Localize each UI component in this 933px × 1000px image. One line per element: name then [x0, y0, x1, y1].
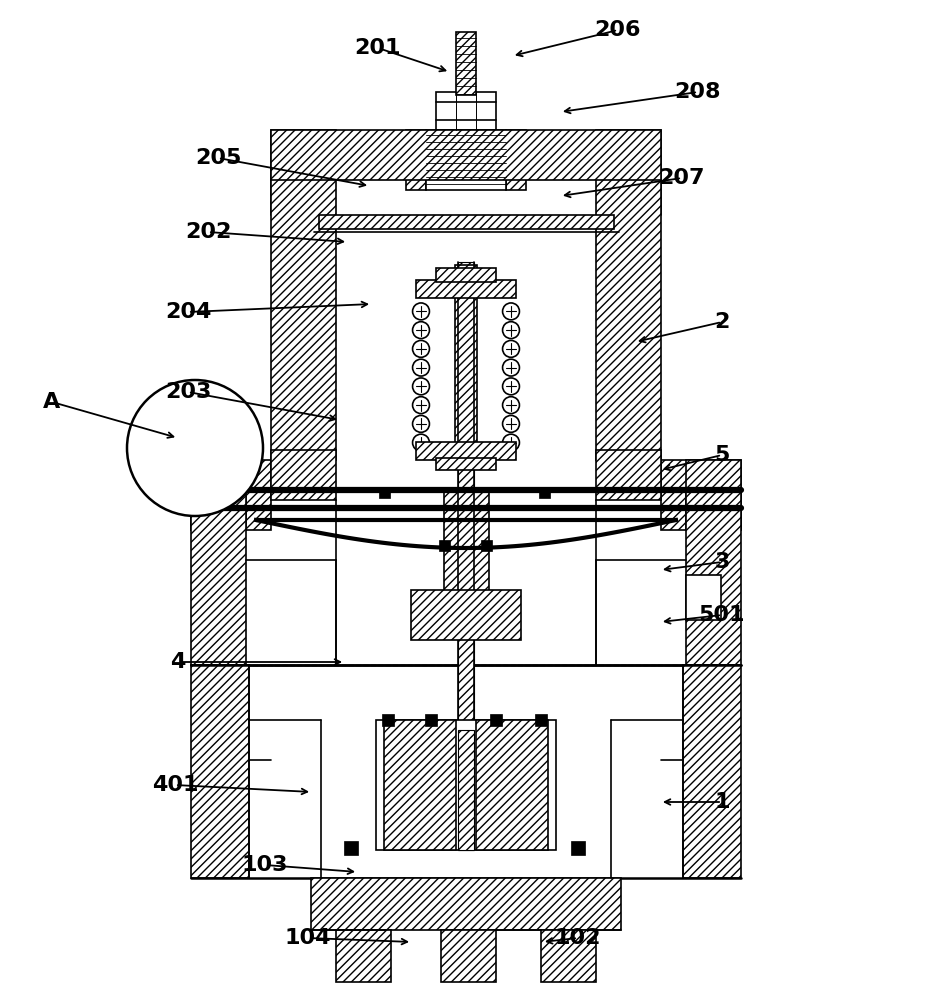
Bar: [456, 32, 476, 95]
Text: 104: 104: [285, 928, 331, 948]
Bar: [596, 130, 661, 460]
Bar: [596, 450, 661, 500]
Bar: [406, 130, 426, 190]
Circle shape: [503, 340, 520, 357]
Bar: [416, 280, 516, 298]
Bar: [686, 575, 721, 620]
Text: 1: 1: [715, 792, 730, 812]
Bar: [344, 841, 358, 855]
Bar: [686, 490, 741, 665]
Text: 103: 103: [242, 855, 288, 875]
Bar: [538, 487, 550, 497]
Bar: [455, 265, 477, 455]
Bar: [311, 878, 621, 930]
Bar: [506, 130, 526, 190]
Bar: [541, 930, 596, 982]
Circle shape: [412, 340, 429, 357]
Bar: [336, 930, 391, 982]
Bar: [441, 930, 496, 982]
Circle shape: [127, 380, 263, 516]
Bar: [318, 215, 614, 229]
Bar: [271, 130, 661, 180]
Bar: [480, 540, 492, 550]
Bar: [191, 490, 246, 665]
Text: 202: 202: [185, 222, 231, 242]
Bar: [458, 730, 474, 850]
Circle shape: [503, 322, 520, 339]
Circle shape: [412, 397, 429, 414]
Bar: [376, 720, 556, 850]
Bar: [426, 130, 506, 190]
Text: 4: 4: [171, 652, 186, 672]
Bar: [686, 460, 741, 530]
Bar: [683, 665, 741, 878]
Bar: [384, 720, 456, 850]
Bar: [661, 460, 741, 530]
Bar: [476, 720, 548, 850]
Circle shape: [412, 378, 429, 395]
Text: 2: 2: [715, 312, 730, 332]
Bar: [191, 460, 246, 530]
Bar: [490, 714, 502, 726]
Circle shape: [503, 397, 520, 414]
Text: 203: 203: [165, 382, 211, 402]
Bar: [191, 665, 249, 878]
Text: 208: 208: [675, 82, 721, 102]
Bar: [411, 590, 521, 640]
Text: 201: 201: [355, 38, 401, 58]
Text: 401: 401: [152, 775, 198, 795]
Text: 204: 204: [165, 302, 211, 322]
Bar: [439, 540, 450, 550]
Bar: [425, 714, 437, 726]
Bar: [379, 487, 389, 497]
Circle shape: [412, 434, 429, 451]
Circle shape: [412, 415, 429, 432]
Bar: [191, 460, 271, 530]
Circle shape: [412, 359, 429, 376]
Text: 206: 206: [594, 20, 641, 40]
Text: 3: 3: [715, 552, 730, 572]
Circle shape: [503, 434, 520, 451]
Text: 5: 5: [715, 445, 730, 465]
Circle shape: [503, 303, 520, 320]
Circle shape: [503, 415, 520, 432]
Text: 205: 205: [195, 148, 242, 168]
Text: 102: 102: [555, 928, 601, 948]
Bar: [271, 450, 336, 500]
Bar: [436, 92, 496, 130]
Circle shape: [503, 378, 520, 395]
Text: 501: 501: [699, 605, 745, 625]
Bar: [271, 130, 336, 460]
Bar: [571, 841, 585, 855]
Circle shape: [412, 303, 429, 320]
Bar: [458, 262, 474, 850]
Bar: [535, 714, 547, 726]
Text: 207: 207: [659, 168, 705, 188]
Bar: [443, 490, 489, 620]
Text: A: A: [43, 392, 61, 412]
Bar: [436, 458, 496, 470]
Bar: [382, 714, 394, 726]
Bar: [436, 268, 496, 282]
Bar: [416, 442, 516, 460]
Circle shape: [412, 322, 429, 339]
Circle shape: [503, 359, 520, 376]
